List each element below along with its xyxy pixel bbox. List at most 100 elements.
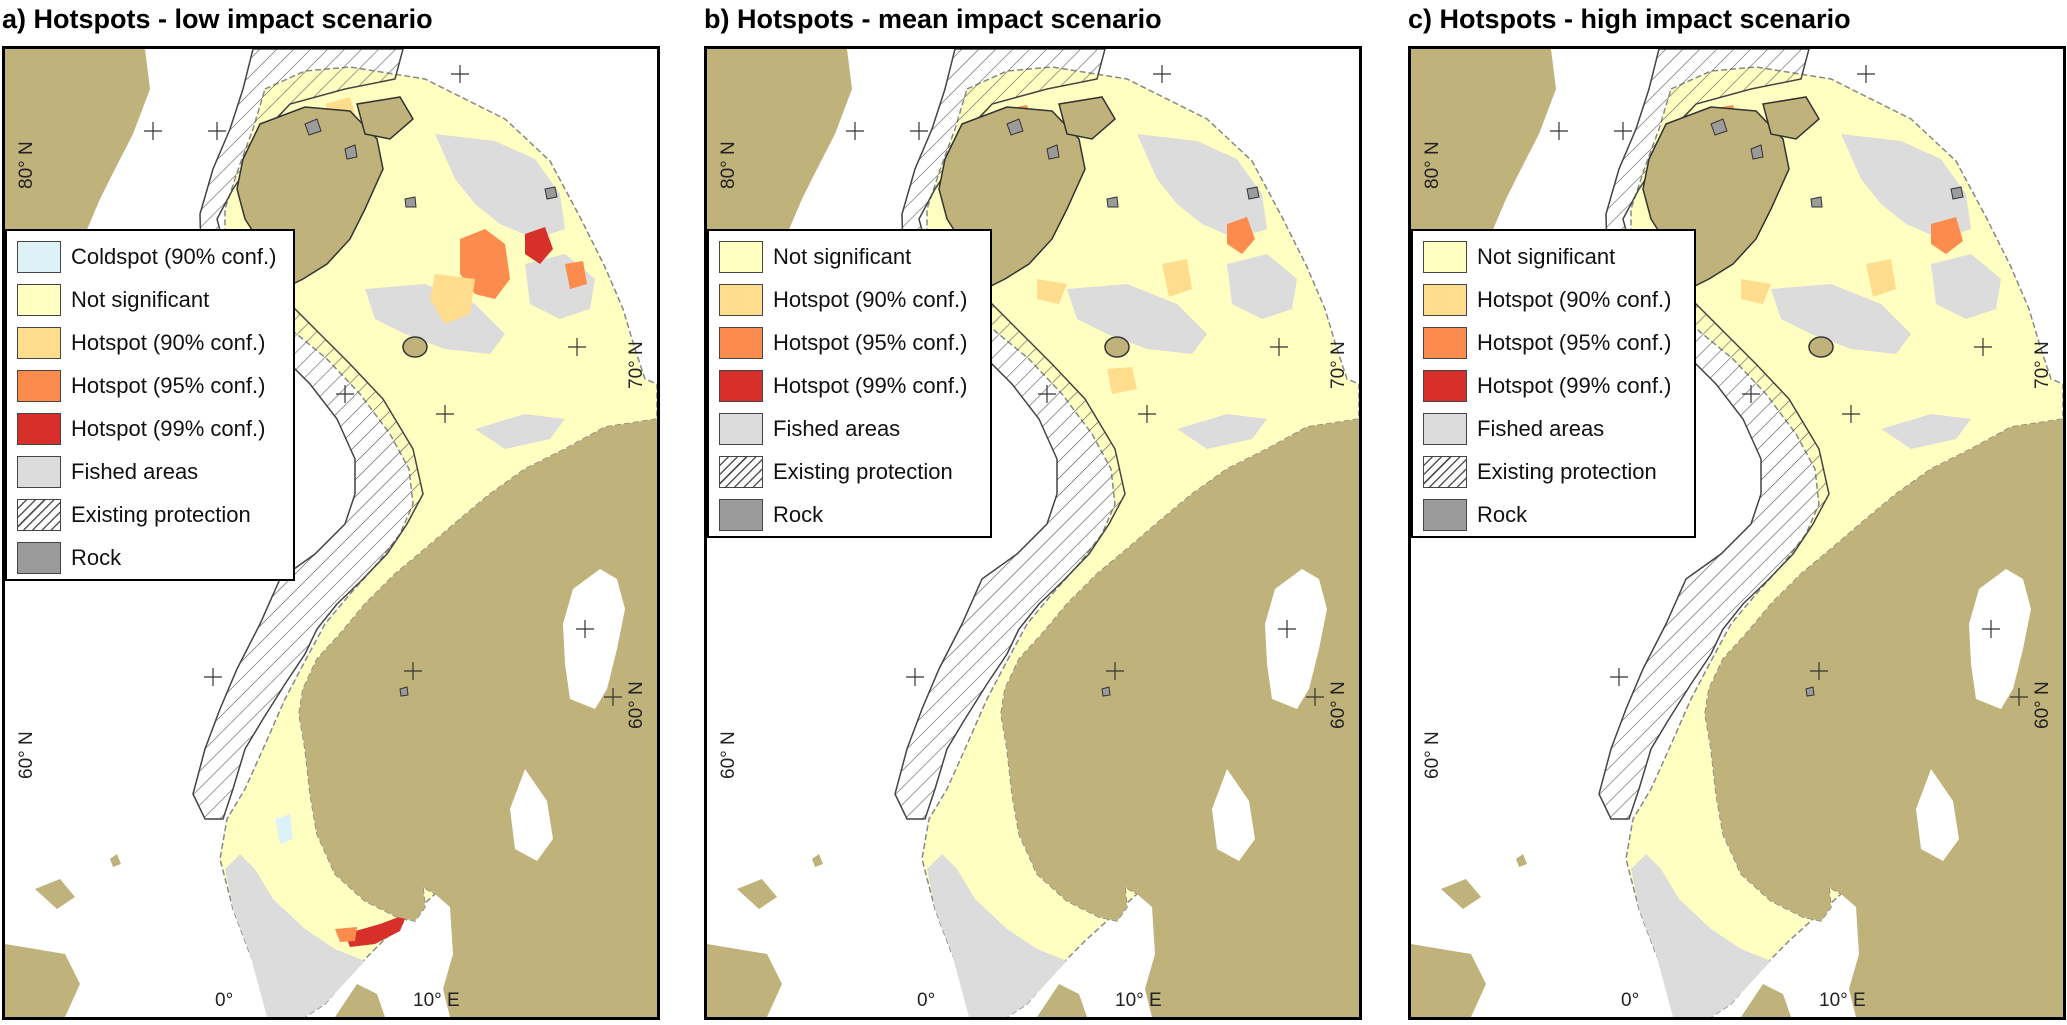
legend-swatch [1423, 369, 1467, 402]
legend-swatch [17, 498, 61, 531]
graticule-label-lat60-right: 60° N [626, 681, 647, 729]
rock-area [399, 686, 409, 697]
panel-a-map[interactable]: 80° N 70° N 60° N 60° N 0° 10° E Coldspot (90%… [2, 46, 660, 1020]
legend-swatch [17, 455, 61, 488]
legend-label: Coldspot (90% conf.) [71, 243, 277, 269]
graticule-cross [2010, 688, 2028, 706]
fished-area [1227, 254, 1297, 319]
graticule-label-lat80: 80° N [16, 141, 37, 189]
graticule-cross [1857, 65, 1875, 83]
panel-c-map[interactable]: 80° N 70° N 60° N 60° N 0° 10° E Not significa… [1408, 46, 2066, 1020]
rock-area [1710, 118, 1728, 136]
legend-item: Rock [7, 536, 293, 579]
fished-area [1931, 254, 2001, 319]
rock-area [1106, 196, 1119, 208]
rock-area [1046, 144, 1060, 160]
legend-swatch [1423, 240, 1467, 273]
fished-area [225, 854, 365, 1017]
legend-item: Rock [1413, 493, 1694, 536]
graticule-label-lat70: 70° N [1328, 341, 1349, 389]
fished-area [927, 854, 1067, 1017]
legend-label: Hotspot (99% conf.) [773, 372, 968, 398]
legend-label: Fished areas [71, 458, 199, 484]
legend-item: Hotspot (99% conf.) [1413, 364, 1694, 407]
graticule-label-lon0: 0° [917, 990, 936, 1011]
legend-label: Fished areas [1477, 415, 1605, 441]
legend-swatch [719, 240, 763, 273]
fished-area [1067, 284, 1207, 354]
graticule-label-lat80: 80° N [1422, 141, 1443, 189]
legend-swatch [719, 326, 763, 359]
graticule-cross [576, 620, 594, 638]
land-faroe [110, 854, 121, 867]
legend-label: Hotspot (90% conf.) [71, 329, 266, 355]
graticule-label-lat80: 80° N [718, 141, 739, 189]
graticule-cross [404, 662, 422, 680]
graticule-label-lat60-left: 60° N [1422, 731, 1443, 779]
fished-area [1881, 414, 1971, 449]
legend-label: Not significant [1477, 243, 1616, 269]
rock-area [1750, 144, 1764, 160]
hotspot99-area [345, 914, 407, 947]
graticule-cross [1550, 122, 1568, 140]
graticule-cross [1810, 662, 1828, 680]
graticule-cross [208, 122, 226, 140]
legend-swatch [719, 283, 763, 316]
land-bear [402, 336, 428, 358]
hotspot90-area [1037, 279, 1067, 304]
graticule-cross [1842, 405, 1860, 423]
panel-b-map[interactable]: 80° N 70° N 60° N 60° N 0° 10° E Not significa… [704, 46, 1362, 1020]
graticule-cross [906, 668, 924, 686]
inland-sea [510, 769, 553, 861]
hotspot99-area [525, 227, 553, 264]
land-britain [5, 944, 80, 1017]
land-britain [707, 944, 782, 1017]
legend-item: Coldspot (90% conf.) [7, 235, 293, 278]
legend-label: Existing protection [71, 501, 251, 527]
graticule-label-lon10: 10° E [1819, 990, 1866, 1011]
legend-swatch [17, 240, 61, 273]
land-britain [1411, 944, 1486, 1017]
legend-swatch [719, 369, 763, 402]
panel-b-map-svg [707, 49, 1359, 1017]
legend-item: Fished areas [709, 407, 990, 450]
legend-swatch [1423, 412, 1467, 445]
rock-area [404, 196, 417, 208]
legend-label: Hotspot (95% conf.) [773, 329, 968, 355]
legend-label: Hotspot (99% conf.) [1477, 372, 1672, 398]
legend-swatch [17, 541, 61, 574]
fished-area [435, 134, 565, 239]
land-scandinavia [1705, 419, 2063, 1017]
rock-area [1950, 186, 1964, 200]
graticule-label-lat70: 70° N [626, 341, 647, 389]
legend-label: Hotspot (95% conf.) [71, 372, 266, 398]
hotspot95-area [565, 261, 587, 289]
graticule-cross [1614, 122, 1632, 140]
land-scandinavia [1001, 419, 1359, 1017]
rock-area [304, 118, 322, 136]
rock-area [1101, 686, 1111, 697]
land-faroe [1516, 854, 1527, 867]
graticule-cross [1306, 688, 1324, 706]
graticule-cross [1742, 385, 1760, 403]
legend-item: Not significant [1413, 235, 1694, 278]
rock-area [1246, 186, 1260, 200]
graticule-cross [604, 688, 622, 706]
graticule-cross [910, 122, 928, 140]
legend-item: Hotspot (95% conf.) [709, 321, 990, 364]
legend-label: Hotspot (90% conf.) [1477, 286, 1672, 312]
graticule-label-lon10: 10° E [413, 990, 460, 1011]
legend-item: Hotspot (90% conf.) [1413, 278, 1694, 321]
graticule-cross [204, 668, 222, 686]
legend-label: Hotspot (90% conf.) [773, 286, 968, 312]
land-bear [1808, 336, 1834, 358]
hotspot90-area [1741, 279, 1771, 304]
legend-label: Rock [71, 544, 122, 570]
panel-b-title: b) Hotspots - mean impact scenario [704, 4, 1162, 34]
inland-sea [1212, 769, 1255, 861]
legend-label: Not significant [773, 243, 912, 269]
land-nordaust [1762, 96, 1820, 140]
fished-area [1841, 134, 1971, 239]
legend-item: Fished areas [1413, 407, 1694, 450]
legend-item: Rock [709, 493, 990, 536]
